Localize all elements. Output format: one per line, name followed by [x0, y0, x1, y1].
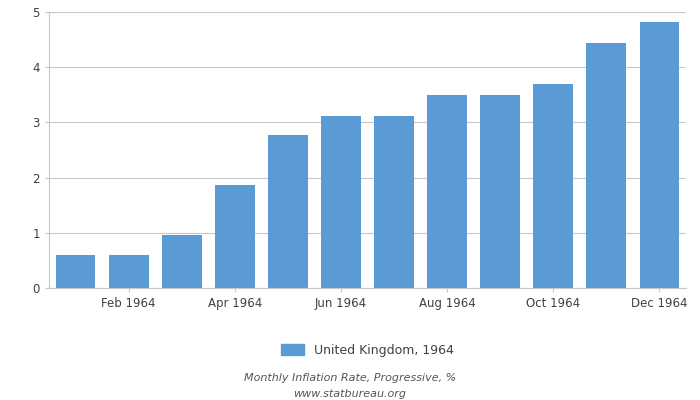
Bar — [533, 84, 573, 288]
Bar — [215, 185, 255, 288]
Bar — [321, 116, 361, 288]
Text: Monthly Inflation Rate, Progressive, %: Monthly Inflation Rate, Progressive, % — [244, 373, 456, 383]
Bar — [268, 134, 308, 288]
Bar — [108, 255, 148, 288]
Bar — [640, 22, 680, 288]
Legend: United Kingdom, 1964: United Kingdom, 1964 — [281, 344, 454, 357]
Bar — [374, 116, 414, 288]
Bar — [587, 44, 626, 288]
Text: www.statbureau.org: www.statbureau.org — [293, 389, 407, 399]
Bar — [480, 95, 520, 288]
Bar — [162, 235, 202, 288]
Bar — [427, 95, 467, 288]
Bar — [55, 255, 95, 288]
